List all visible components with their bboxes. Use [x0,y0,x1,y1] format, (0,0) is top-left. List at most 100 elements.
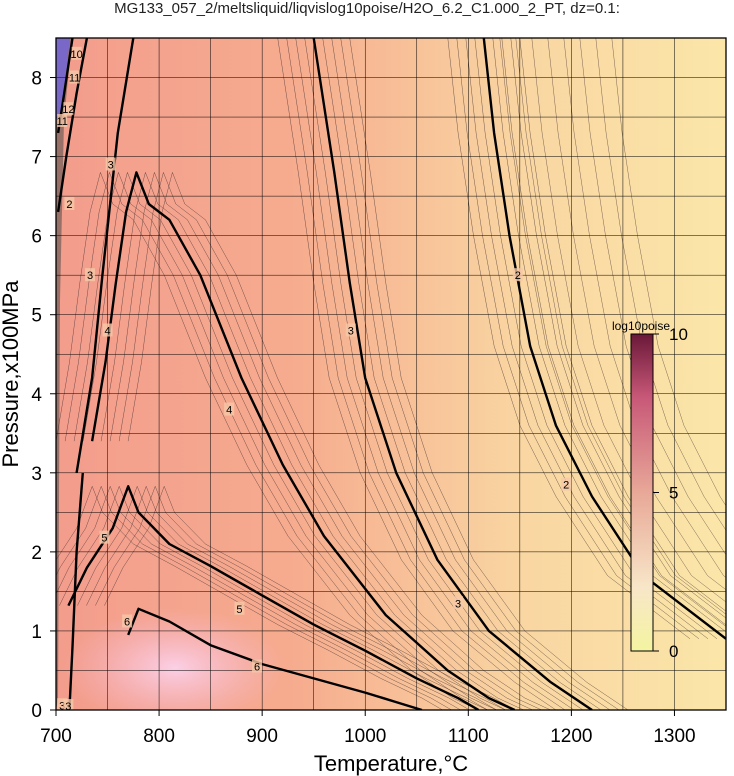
contour-line-6 [127,607,423,710]
thin-contour-line [531,38,726,603]
thin-contour-line [456,38,700,639]
contour-label: 2 [563,480,569,492]
contour-line-4 [90,171,516,710]
contour-label-bg [561,477,572,491]
colorbar-label: log10poise [612,319,670,333]
x-tick-label: 1100 [448,726,489,747]
thin-contour-line [519,38,726,612]
y-tick-label: 3 [31,464,42,485]
thin-contour-line [510,38,726,619]
contour-label: 6 [254,662,260,674]
high-pressure-purple-zone [56,38,70,120]
grid-lines [56,38,726,710]
y-tick-label: 1 [31,622,42,643]
colorbar: log10poise 0 5 10 [612,319,688,661]
x-tick-label: 1200 [550,726,592,747]
contour-label-bg [252,659,262,673]
contour-label-bg [63,102,74,116]
x-axis-label: Temperature,°C [314,751,468,776]
x-tick-label: 1300 [653,726,695,747]
contour-line-3 [312,38,593,710]
contour-label-bg [57,698,68,710]
contour-label-bg [512,268,523,282]
contour-line-3 [75,38,135,473]
contour-label: 11 [69,73,80,85]
y-tick-label: 2 [31,543,42,564]
y-tick-label: 8 [31,69,42,90]
contour-label: 6 [124,616,130,628]
contour-label: 10 [70,49,82,61]
contour-line-5 [67,485,480,710]
y-axis-ticks: 0 1 2 3 4 5 6 7 8 [31,69,56,722]
colorbar-tick-label: 10 [669,325,688,344]
contour-label: 2 [66,199,72,211]
y-tick-label: 0 [31,701,42,722]
contour-label: 3 [108,159,114,171]
thin-contour-line [86,485,497,710]
contour-label-bg [234,601,245,615]
low-viscosity-pink-zone [65,608,285,710]
contour-line-3 [68,472,84,710]
x-tick-label: 700 [40,726,72,747]
y-axis-label: Pressure,x100MPa [0,280,23,468]
thin-contour-line [595,38,726,531]
contour-label: 3 [348,326,354,338]
y-tick-label: 6 [31,227,42,248]
contour-label-bg [64,197,75,211]
contour-label-bg [122,614,133,628]
contour-line-2 [56,38,89,213]
thin-contour-line [611,38,726,507]
thin-contour-line [474,38,718,639]
contour-label-bg [57,114,68,128]
contour-label-bg [69,70,80,84]
contour-label: 5 [236,604,242,616]
x-tick-label: 1000 [344,726,386,747]
contour-label-bg [85,268,96,282]
contour-label-bg [99,530,110,544]
contour-label: 3 [65,701,71,713]
thin-contour-line [547,38,726,591]
contour-label-bg [453,596,463,610]
x-tick-label: 900 [246,726,278,747]
y-tick-label: 4 [31,385,42,406]
thin-contour-line [95,485,506,710]
thin-contour-line [447,38,691,639]
contour-label-bg [345,323,356,337]
plot-background [56,38,726,710]
contour-label: 11 [56,116,67,128]
thin-contour-line [515,38,726,615]
thin-contour-line [56,485,443,710]
thin-contour-line [56,485,461,710]
contour-label: 3 [59,700,65,712]
colorbar-ticks: 0 5 10 [653,325,688,661]
contour-label-bg [224,402,235,416]
thin-contour-line [56,485,452,710]
contour-label-bg [63,699,74,710]
chart-title: MG133_057_2/meltsliquid/liqvislog10poise… [114,0,620,17]
thin-contour-line [59,485,470,710]
x-axis-ticks: 700 800 900 1000 1100 1200 1300 [40,710,696,747]
contour-label-bg [71,46,82,60]
thin-contour-line [77,485,488,710]
contour-label-bg [105,157,116,171]
colorbar-scale [630,333,654,652]
y-tick-label: 7 [31,148,42,169]
thin-contour-line [465,38,709,639]
thin-contour-line [104,485,515,710]
contour-label: 12 [62,104,74,116]
contour-label: 3 [87,270,93,282]
contour-label: 5 [101,533,107,545]
y-tick-label: 5 [31,306,42,327]
contour-label: 3 [455,598,461,610]
plot-frame [55,37,727,711]
x-tick-label: 800 [143,726,175,747]
colorbar-tick-label: 0 [669,642,678,661]
contour-label: 4 [104,326,110,338]
contour-label: 4 [226,405,232,417]
contour-label-bg [102,323,113,337]
contour-label: 2 [515,270,521,282]
colorbar-tick-label: 5 [669,484,678,503]
